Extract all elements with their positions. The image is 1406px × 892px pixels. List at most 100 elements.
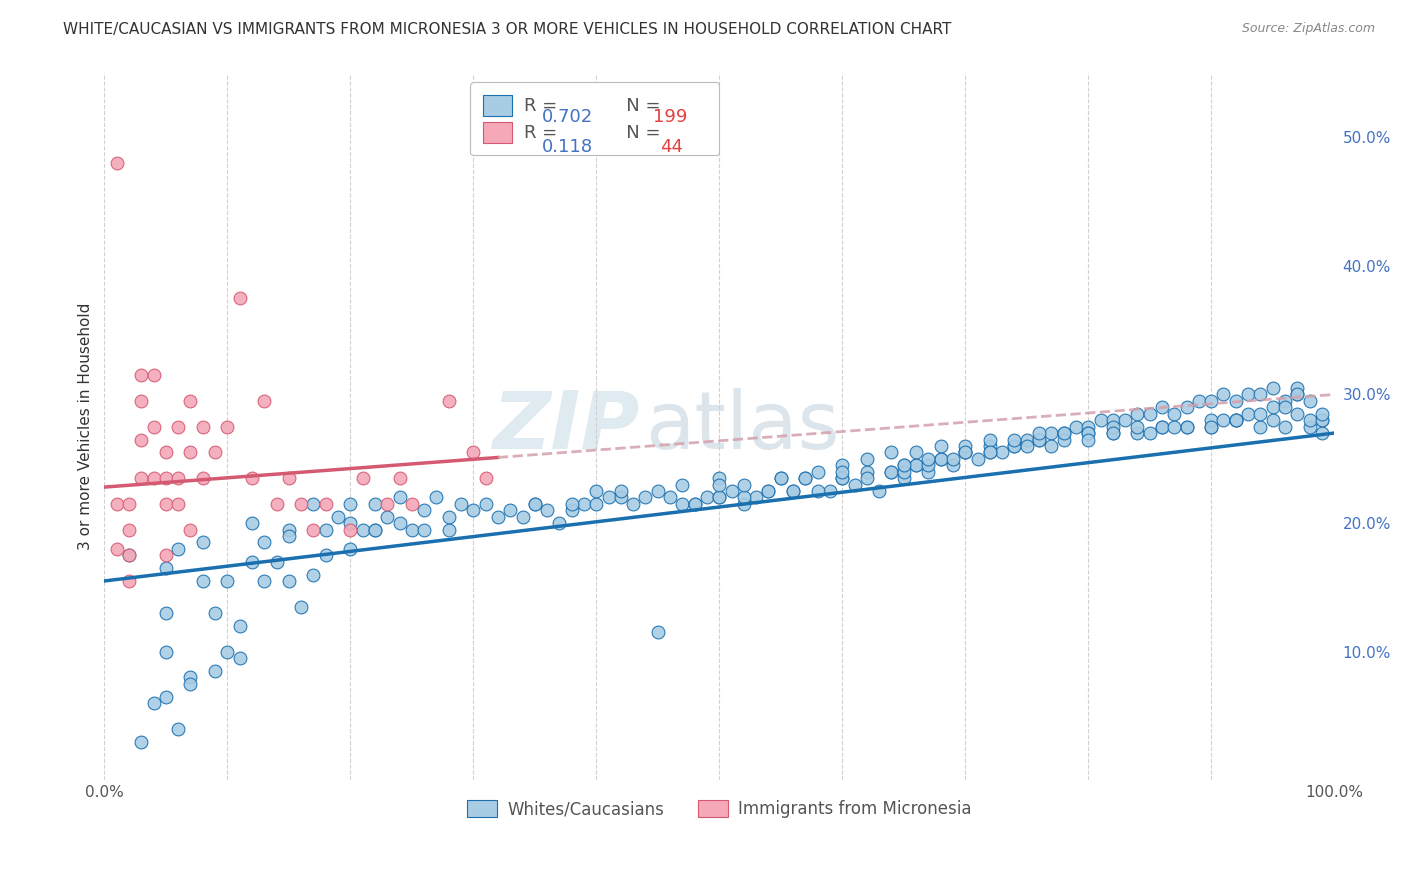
Point bbox=[1002, 439, 1025, 453]
Point bbox=[782, 483, 804, 498]
Point bbox=[1101, 419, 1123, 434]
Point bbox=[118, 497, 141, 511]
Point bbox=[1298, 419, 1320, 434]
Point bbox=[979, 445, 1001, 459]
Point bbox=[179, 670, 201, 684]
Point bbox=[905, 445, 928, 459]
Point bbox=[217, 419, 239, 434]
Point bbox=[1126, 407, 1149, 421]
Point bbox=[191, 419, 214, 434]
Point bbox=[1150, 419, 1173, 434]
Text: 44: 44 bbox=[661, 138, 683, 156]
Point bbox=[769, 471, 792, 485]
Point bbox=[167, 722, 190, 736]
Point bbox=[375, 497, 398, 511]
Point bbox=[179, 523, 201, 537]
Point bbox=[1077, 426, 1099, 441]
Point bbox=[1261, 401, 1284, 415]
Point bbox=[1028, 426, 1050, 441]
Point bbox=[339, 497, 361, 511]
Point bbox=[807, 483, 830, 498]
Point bbox=[1002, 439, 1025, 453]
Point bbox=[1101, 413, 1123, 427]
Point bbox=[1126, 419, 1149, 434]
Point bbox=[929, 439, 952, 453]
Point bbox=[228, 619, 250, 633]
Point bbox=[315, 497, 337, 511]
Point bbox=[1199, 413, 1222, 427]
Point bbox=[709, 477, 731, 491]
Point bbox=[1077, 433, 1099, 447]
Point bbox=[266, 555, 288, 569]
Point bbox=[831, 471, 853, 485]
Point bbox=[1101, 426, 1123, 441]
Point bbox=[499, 503, 522, 517]
Point bbox=[1286, 407, 1309, 421]
Point bbox=[1101, 426, 1123, 441]
Point bbox=[486, 509, 509, 524]
Point bbox=[375, 509, 398, 524]
Point bbox=[142, 368, 165, 383]
Point bbox=[733, 477, 755, 491]
Point bbox=[598, 491, 620, 505]
Point bbox=[167, 471, 190, 485]
Point bbox=[659, 491, 682, 505]
Point bbox=[1175, 401, 1198, 415]
Point bbox=[1052, 426, 1074, 441]
Text: 199: 199 bbox=[652, 108, 688, 126]
Point bbox=[339, 516, 361, 530]
Point bbox=[217, 645, 239, 659]
Point bbox=[450, 497, 472, 511]
Point bbox=[868, 483, 890, 498]
Point bbox=[191, 471, 214, 485]
Point bbox=[610, 483, 633, 498]
Point bbox=[782, 483, 804, 498]
Point bbox=[831, 471, 853, 485]
Point bbox=[1249, 419, 1271, 434]
Point bbox=[917, 458, 939, 473]
Point bbox=[709, 491, 731, 505]
Point bbox=[129, 471, 152, 485]
Point bbox=[1310, 426, 1333, 441]
Point bbox=[277, 471, 299, 485]
Point bbox=[794, 471, 817, 485]
Point bbox=[1139, 426, 1161, 441]
Point bbox=[683, 497, 706, 511]
Point bbox=[155, 690, 177, 704]
Point bbox=[955, 445, 977, 459]
Point bbox=[155, 497, 177, 511]
Point bbox=[474, 471, 496, 485]
Point bbox=[955, 445, 977, 459]
Point bbox=[979, 439, 1001, 453]
Point bbox=[671, 477, 693, 491]
Point bbox=[253, 393, 276, 408]
Point bbox=[1188, 393, 1211, 408]
Text: ZIP: ZIP bbox=[492, 388, 640, 466]
Point bbox=[979, 433, 1001, 447]
Point bbox=[709, 491, 731, 505]
Point bbox=[266, 497, 288, 511]
Point bbox=[671, 497, 693, 511]
Point bbox=[880, 465, 903, 479]
Point bbox=[1274, 393, 1296, 408]
Point bbox=[302, 523, 325, 537]
Text: 0.118: 0.118 bbox=[543, 138, 593, 156]
Point bbox=[818, 483, 841, 498]
Point bbox=[955, 445, 977, 459]
Point bbox=[1298, 413, 1320, 427]
Point bbox=[647, 625, 669, 640]
Point bbox=[1163, 407, 1185, 421]
Point bbox=[105, 156, 128, 170]
Point bbox=[1199, 419, 1222, 434]
Point bbox=[942, 458, 965, 473]
Point bbox=[253, 535, 276, 549]
Point bbox=[1225, 413, 1247, 427]
Point bbox=[634, 491, 657, 505]
Point bbox=[240, 471, 263, 485]
Text: atlas: atlas bbox=[645, 388, 839, 466]
Point bbox=[155, 471, 177, 485]
Point bbox=[437, 509, 460, 524]
Point bbox=[1002, 433, 1025, 447]
Point bbox=[1150, 401, 1173, 415]
Point bbox=[179, 393, 201, 408]
